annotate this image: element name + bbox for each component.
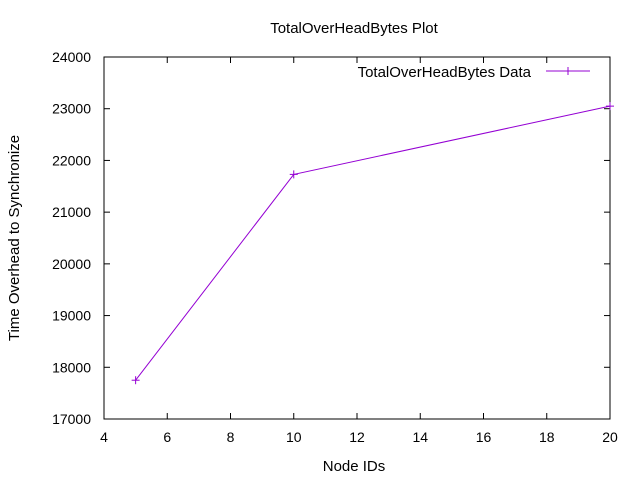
series-layer <box>131 102 614 385</box>
x-tick-label: 4 <box>100 429 108 445</box>
legend: TotalOverHeadBytes Data <box>358 64 590 81</box>
y-tick-label: 19000 <box>52 308 91 324</box>
chart-title: TotalOverHeadBytes Plot <box>270 20 438 37</box>
x-tick-label: 18 <box>539 429 555 445</box>
x-tick-label: 16 <box>476 429 492 445</box>
plot-frame <box>103 56 611 420</box>
x-tick-label: 14 <box>412 429 428 445</box>
x-tick-label: 12 <box>349 429 365 445</box>
x-tick-label: 10 <box>286 429 302 445</box>
y-tick-label: 23000 <box>52 101 91 117</box>
x-axis-title: Node IDs <box>323 458 386 475</box>
series-line <box>135 105 611 381</box>
x-tick-label: 20 <box>602 429 618 445</box>
y-tick-label: 21000 <box>52 204 91 220</box>
y-tick-label: 18000 <box>52 359 91 375</box>
x-tick-label: 8 <box>227 429 235 445</box>
y-tick-label: 17000 <box>52 411 91 427</box>
y-tick-label: 24000 <box>52 49 91 65</box>
x-tick-label: 6 <box>163 429 171 445</box>
legend-label: TotalOverHeadBytes Data <box>358 64 532 81</box>
y-tick-label: 22000 <box>52 152 91 168</box>
y-axis-title: Time Overhead to Synchronize <box>6 135 23 341</box>
axis-ticks: 4 6 8 10 12 14 16 18 20 17000 18000 19000 20000 21000… <box>52 49 618 445</box>
legend-marker <box>564 67 572 75</box>
y-tick-label: 20000 <box>52 256 91 272</box>
